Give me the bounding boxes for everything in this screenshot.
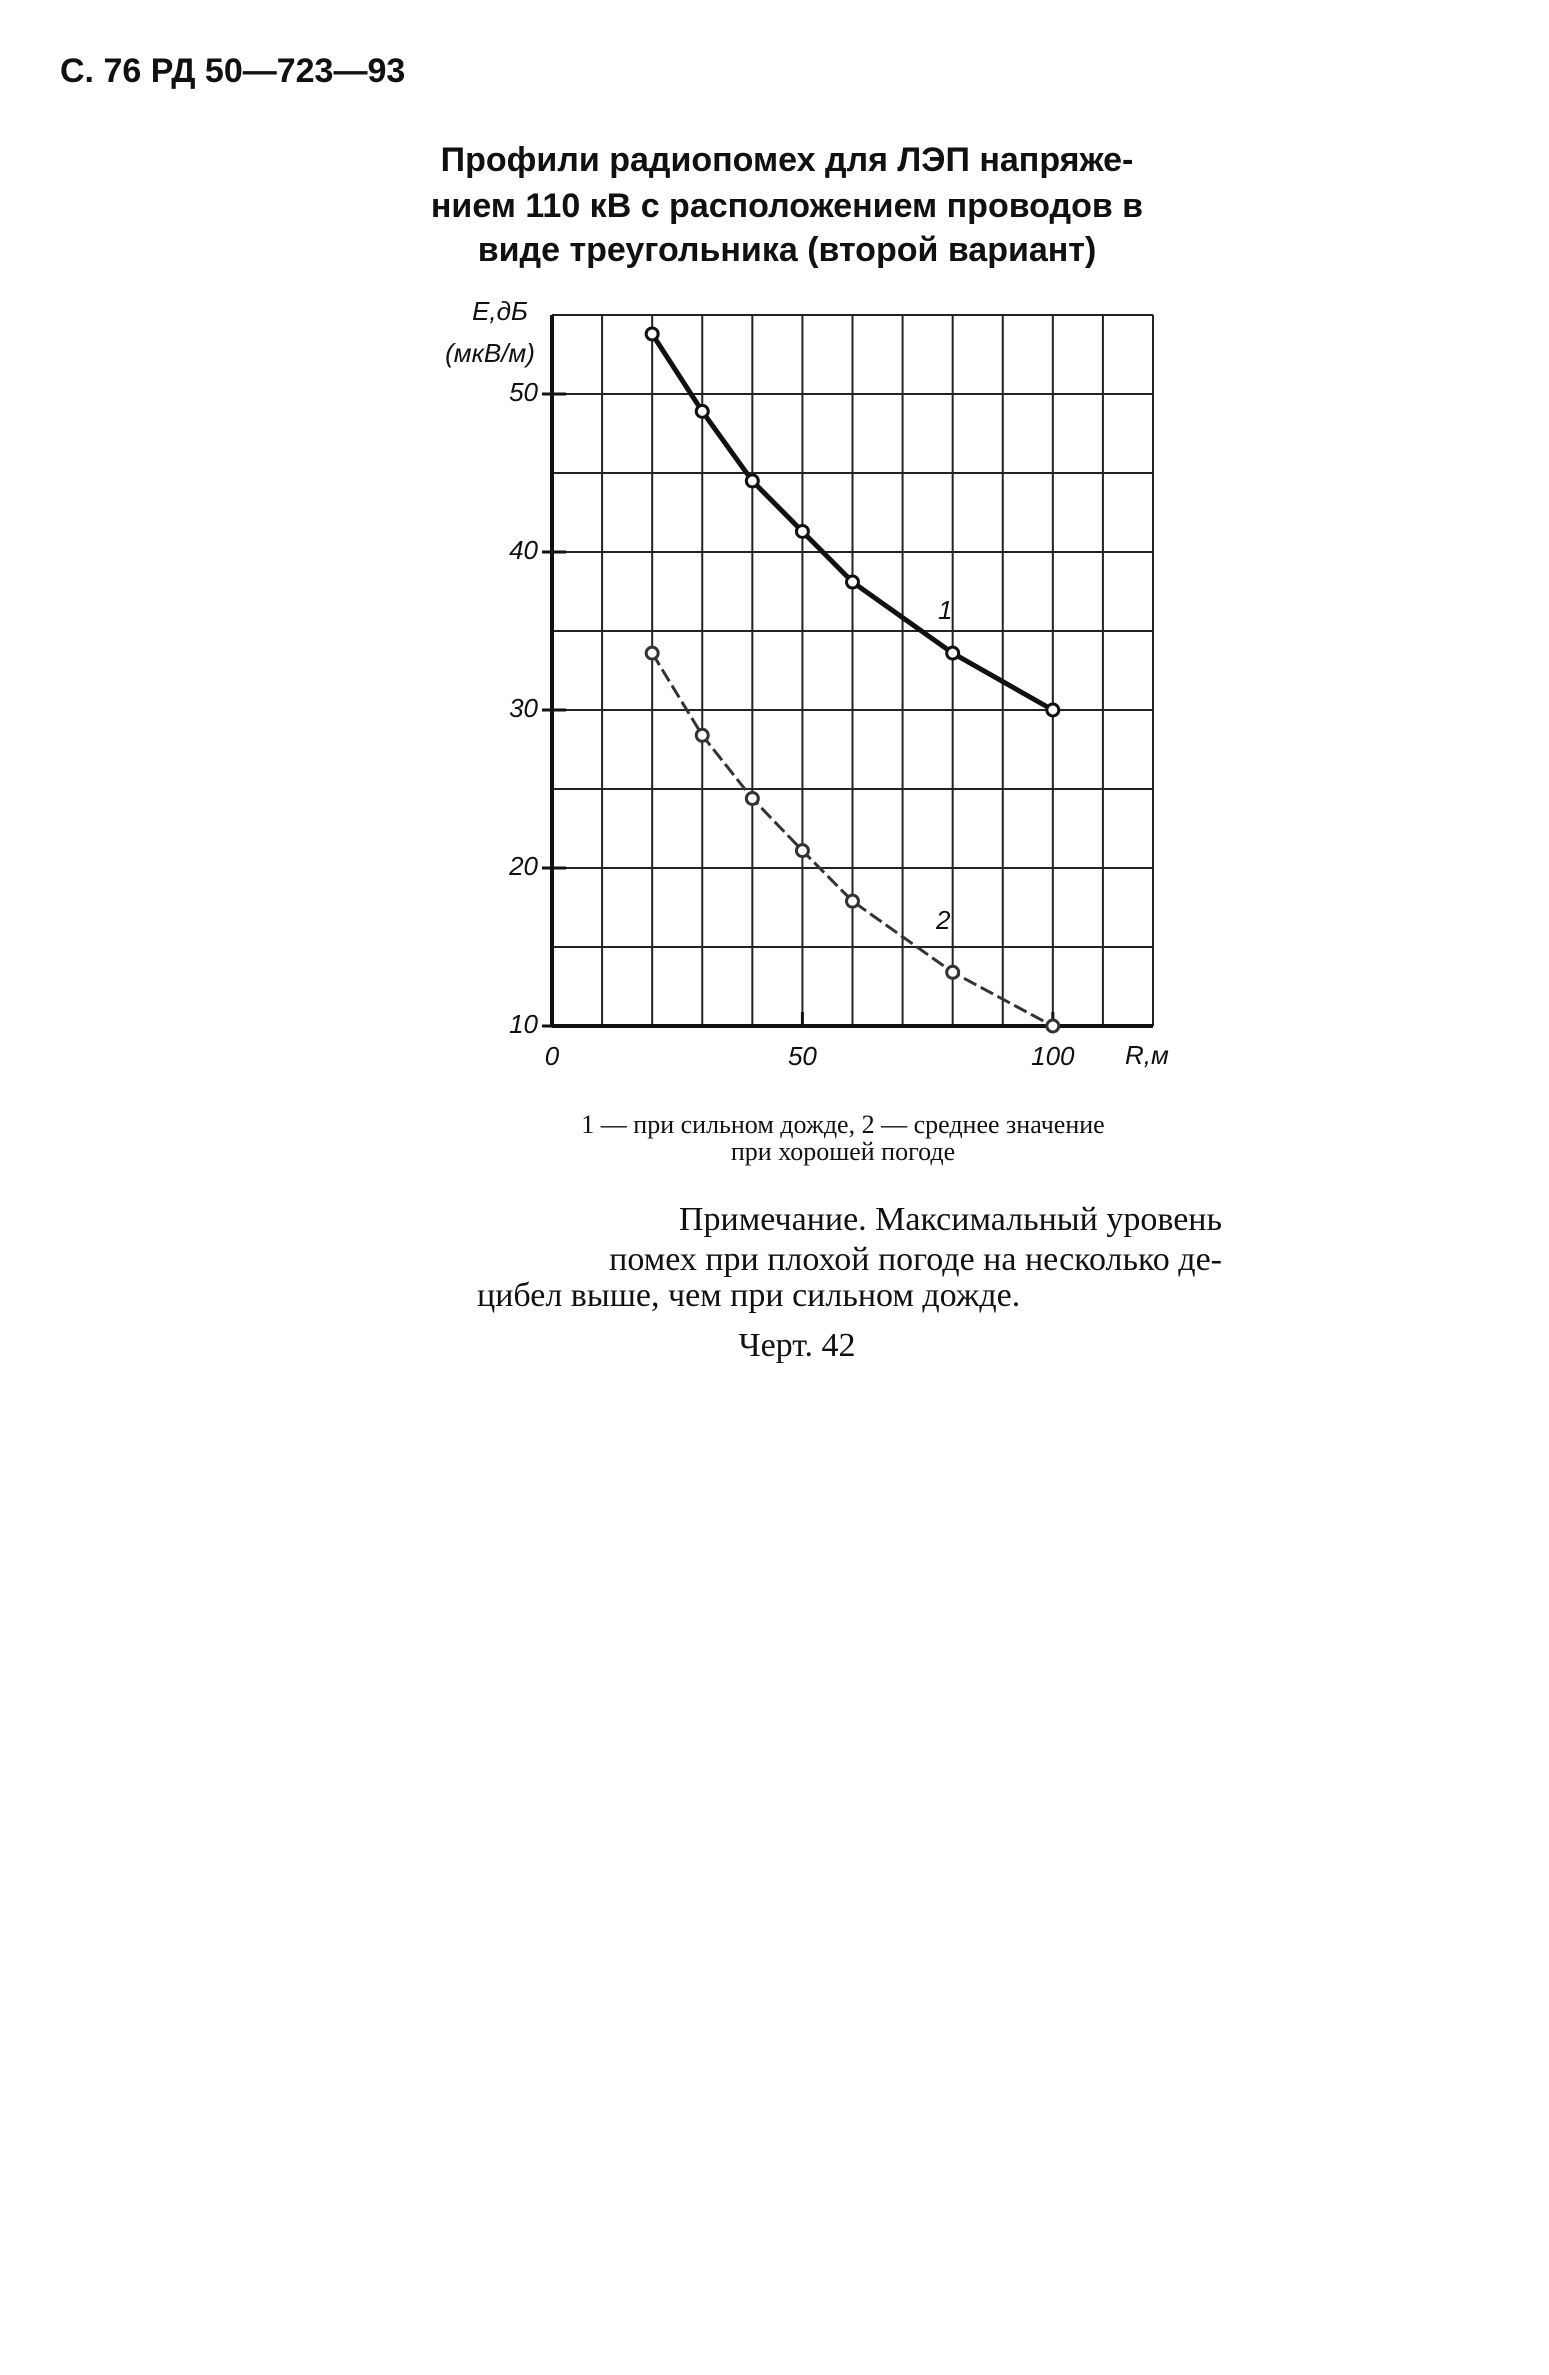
figure-label: Черт. 42: [738, 1327, 855, 1364]
data-point: [744, 473, 760, 489]
title-line: виде треугольника (второй вариант): [478, 231, 1097, 269]
x-tick-label: 0: [545, 1041, 560, 1071]
y-tick-label: 10: [509, 1009, 538, 1039]
data-point: [794, 523, 810, 539]
y-tick-label: 30: [509, 693, 538, 723]
data-point: [845, 893, 860, 909]
caption-line: при хорошей погоде: [731, 1137, 955, 1166]
y-tick-label: 50: [509, 377, 538, 407]
data-point: [644, 326, 660, 342]
data-point: [694, 403, 710, 419]
x-tick-label: 100: [1031, 1041, 1075, 1071]
data-point: [694, 727, 710, 743]
data-point: [945, 645, 961, 661]
title-line: Профили радиопомех для ЛЭП напряже-: [441, 141, 1134, 179]
title-line: нием 110 кВ с расположением проводов в: [431, 187, 1143, 225]
y-tick-label: 40: [509, 535, 538, 565]
data-point: [845, 574, 860, 590]
data-point: [945, 964, 961, 980]
data-point: [744, 790, 760, 806]
x-axis-label: R,м: [1125, 1040, 1169, 1070]
note-line: помех при плохой погоде на несколько де-: [609, 1241, 1222, 1278]
note-line: цибел выше, чем при сильном дожде.: [477, 1277, 1020, 1314]
data-point: [794, 843, 810, 859]
y-axis-label: E,дБ: [472, 296, 528, 326]
y-axis-label: (мкВ/м): [445, 338, 535, 368]
data-point: [1045, 702, 1061, 718]
data-point: [1045, 1018, 1061, 1034]
page-header: С. 76 РД 50—723—93: [60, 52, 405, 90]
caption-line: 1 — при сильном дожде, 2 — среднее значе…: [581, 1110, 1104, 1139]
note-line: Примечание. Максимальный уровень: [679, 1201, 1222, 1238]
y-tick-label: 20: [508, 851, 538, 881]
data-point: [644, 645, 660, 661]
curve-label: 2: [935, 905, 951, 935]
x-tick-label: 50: [788, 1041, 817, 1071]
curve-label: 1: [938, 595, 952, 625]
